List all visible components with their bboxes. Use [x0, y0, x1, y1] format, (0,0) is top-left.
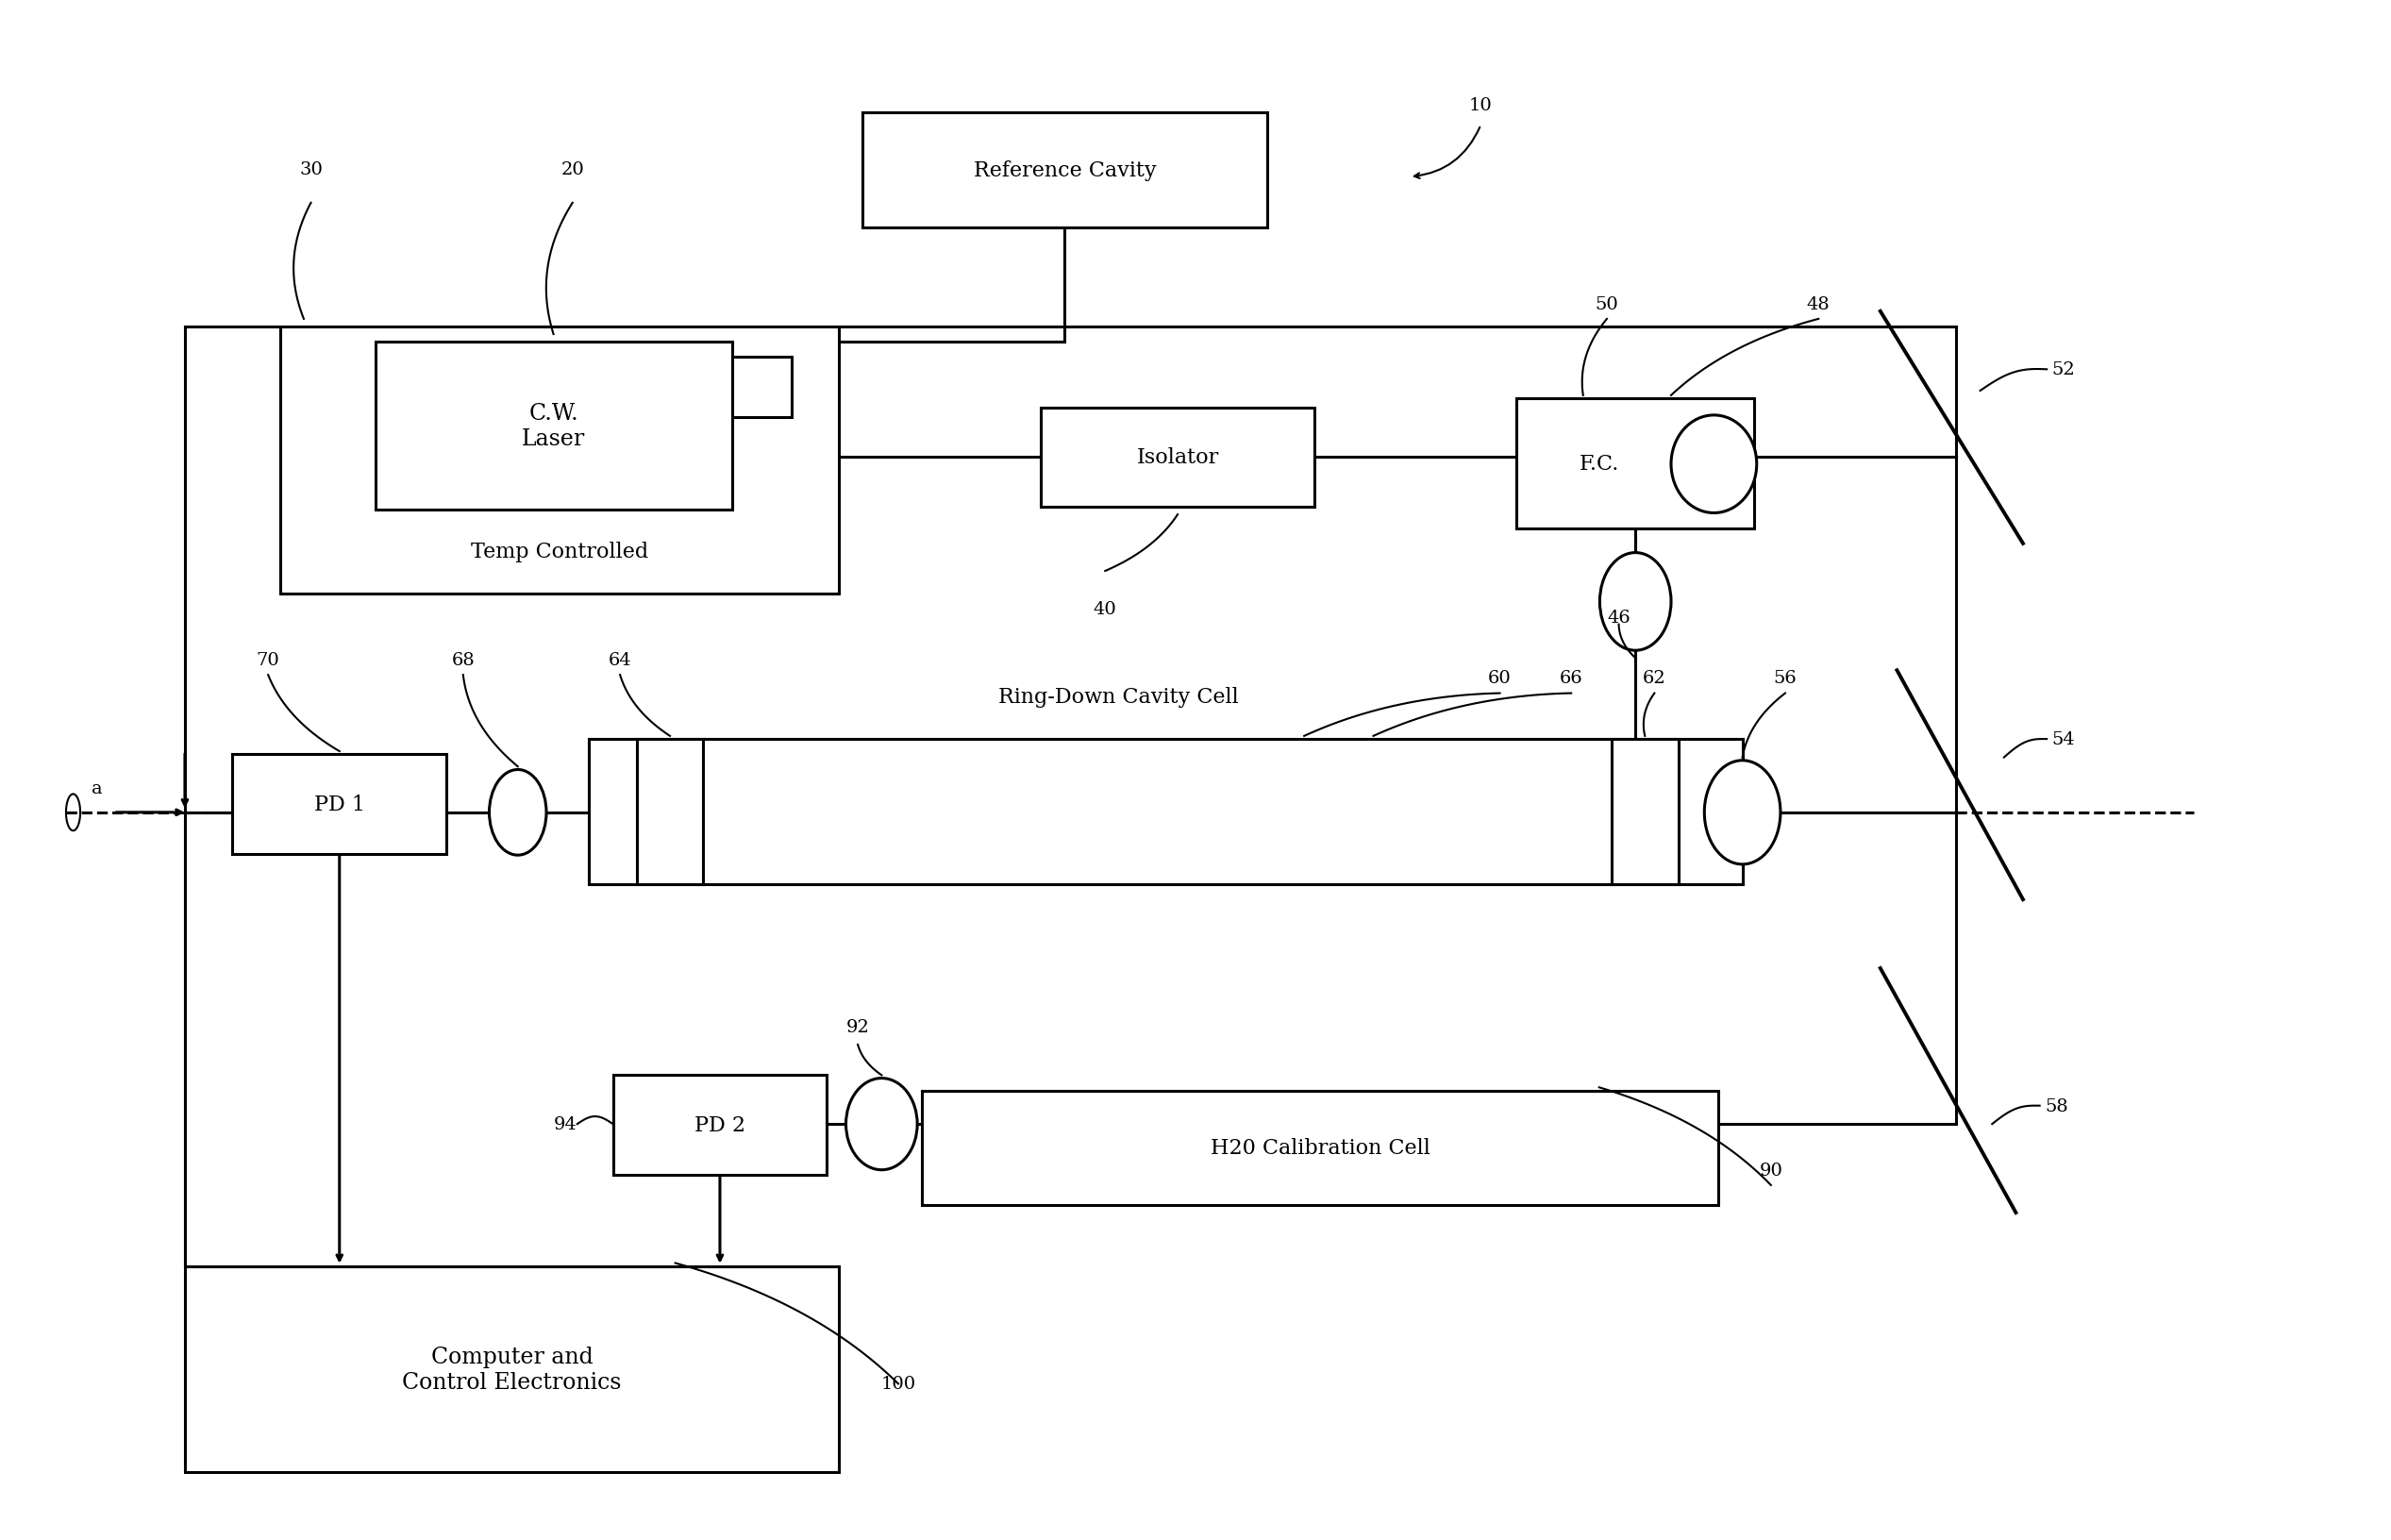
- FancyBboxPatch shape: [1612, 739, 1678, 884]
- Text: 58: 58: [2044, 1098, 2068, 1115]
- Text: Ring-Down Cavity Cell: Ring-Down Cavity Cell: [997, 687, 1239, 707]
- Text: 46: 46: [1607, 608, 1631, 625]
- Text: 50: 50: [1595, 296, 1619, 313]
- FancyBboxPatch shape: [1040, 408, 1315, 507]
- Text: 94: 94: [555, 1116, 576, 1133]
- FancyBboxPatch shape: [232, 755, 447, 855]
- Text: Temp Controlled: Temp Controlled: [471, 541, 648, 562]
- Ellipse shape: [1671, 416, 1757, 513]
- FancyBboxPatch shape: [1516, 399, 1755, 528]
- Text: 54: 54: [2051, 731, 2075, 748]
- Ellipse shape: [846, 1078, 918, 1170]
- Text: 60: 60: [1487, 670, 1511, 687]
- Text: 100: 100: [880, 1375, 916, 1392]
- Text: 40: 40: [1093, 601, 1117, 618]
- Text: 52: 52: [2051, 362, 2075, 379]
- FancyBboxPatch shape: [375, 342, 732, 510]
- FancyBboxPatch shape: [923, 1090, 1719, 1206]
- FancyBboxPatch shape: [184, 1266, 839, 1472]
- Text: 62: 62: [1643, 670, 1667, 687]
- Ellipse shape: [1600, 553, 1671, 651]
- FancyBboxPatch shape: [612, 1075, 827, 1175]
- Text: 90: 90: [1760, 1161, 1784, 1178]
- FancyBboxPatch shape: [732, 357, 791, 417]
- Text: 70: 70: [256, 651, 280, 668]
- Text: Reference Cavity: Reference Cavity: [973, 160, 1157, 182]
- Text: 56: 56: [1774, 670, 1798, 687]
- FancyBboxPatch shape: [863, 114, 1267, 228]
- Text: a: a: [91, 779, 103, 796]
- Text: F.C.: F.C.: [1580, 453, 1619, 474]
- FancyBboxPatch shape: [636, 739, 703, 884]
- FancyBboxPatch shape: [588, 739, 1743, 884]
- Ellipse shape: [1705, 761, 1781, 864]
- Text: PD 2: PD 2: [693, 1115, 746, 1135]
- Text: 66: 66: [1559, 670, 1583, 687]
- Text: C.W.
Laser: C.W. Laser: [521, 403, 586, 450]
- Text: PD 1: PD 1: [313, 795, 366, 815]
- Text: 68: 68: [452, 651, 476, 668]
- Text: Computer and
Control Electronics: Computer and Control Electronics: [402, 1346, 622, 1392]
- Text: Isolator: Isolator: [1136, 448, 1219, 468]
- FancyBboxPatch shape: [280, 326, 839, 594]
- Text: 30: 30: [299, 162, 323, 179]
- Text: 20: 20: [562, 162, 583, 179]
- Ellipse shape: [490, 770, 545, 856]
- Text: 92: 92: [846, 1018, 870, 1035]
- Text: 64: 64: [607, 651, 631, 668]
- Text: H20 Calibration Cell: H20 Calibration Cell: [1210, 1138, 1430, 1158]
- Text: 10: 10: [1468, 97, 1492, 114]
- Text: 48: 48: [1808, 296, 1829, 313]
